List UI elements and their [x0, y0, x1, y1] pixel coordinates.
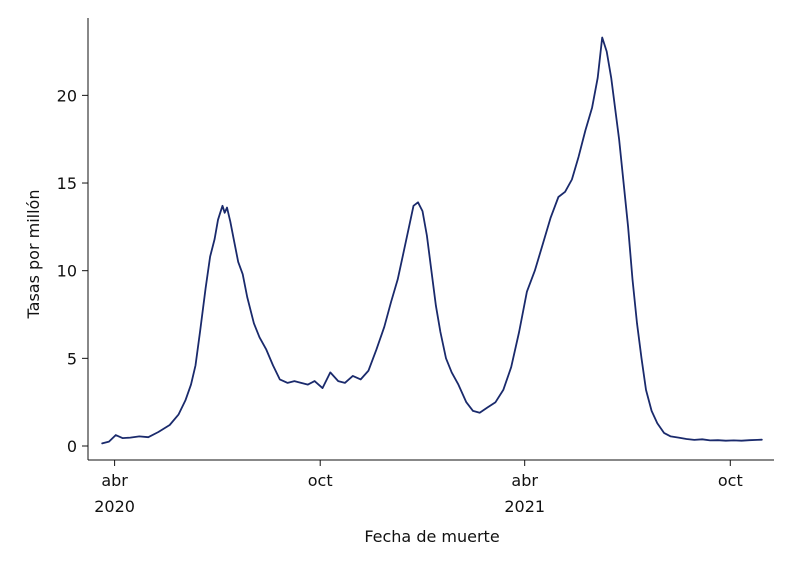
x-tick-year-label: 2021 — [504, 497, 545, 516]
x-tick-label: oct — [308, 471, 333, 490]
x-tick-label: oct — [718, 471, 743, 490]
y-tick-label: 15 — [57, 174, 77, 193]
x-tick-label: abr — [511, 471, 538, 490]
axes: 0 5 10 15 20 abr 2020 oct abr 2021 oct — [57, 18, 774, 516]
x-axis-title: Fecha de muerte — [364, 527, 499, 546]
y-tick-label: 5 — [67, 349, 77, 368]
x-tick-label: abr — [101, 471, 128, 490]
y-tick-label: 20 — [57, 86, 77, 105]
x-tick-year-label: 2020 — [94, 497, 135, 516]
y-axis-title: Tasas por millón — [24, 190, 43, 320]
series-line — [101, 36, 763, 445]
plot-area — [101, 36, 763, 445]
y-tick-label: 10 — [57, 262, 77, 281]
y-tick-label: 0 — [67, 437, 77, 456]
